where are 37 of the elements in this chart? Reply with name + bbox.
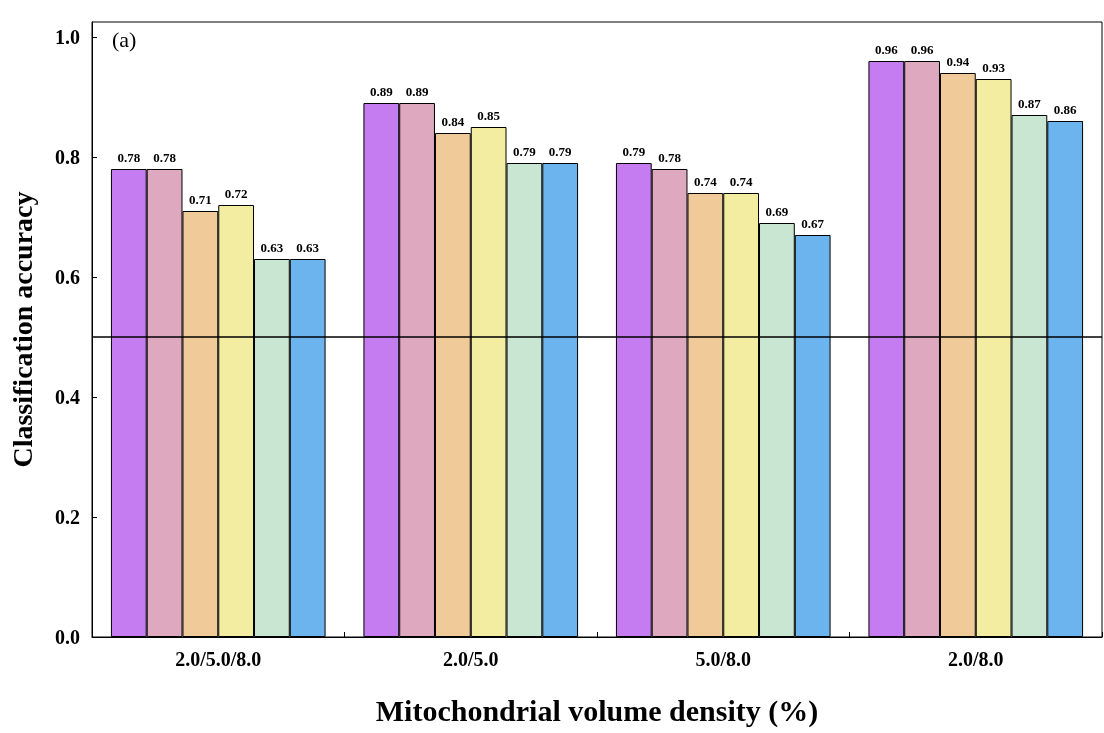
data-label: 0.72 <box>224 186 248 201</box>
data-label: 0.84 <box>441 114 465 129</box>
x-axis-title: Mitochondrial volume density (%) <box>375 693 819 728</box>
data-label: 0.89 <box>369 84 394 99</box>
data-label: 0.79 <box>622 144 646 159</box>
x-tick-label: 2.0/5.0/8.0 <box>175 648 262 670</box>
y-tick-label: 0.8 <box>55 146 80 168</box>
x-tick-label: 2.0/5.0 <box>442 648 499 670</box>
data-label: 0.78 <box>658 150 682 165</box>
annotation: (a) <box>112 26 137 52</box>
data-label: 0.85 <box>477 108 501 123</box>
data-label: 0.94 <box>946 54 970 69</box>
data-label: 0.78 <box>117 150 141 165</box>
data-label: 0.89 <box>405 84 429 99</box>
y-tick-label: 0.0 <box>55 626 80 648</box>
data-label: 0.96 <box>874 42 899 57</box>
y-tick-label: 0.4 <box>55 386 80 408</box>
data-label: 0.79 <box>548 144 573 159</box>
data-label: 0.63 <box>296 240 320 255</box>
y-axis-title: Classification accuracy <box>6 191 38 468</box>
data-label: 0.71 <box>188 192 212 207</box>
y-tick-label: 0.6 <box>55 266 80 288</box>
y-tick-label: 0.2 <box>55 506 80 528</box>
data-label: 0.86 <box>1053 102 1078 117</box>
data-label: 0.78 <box>153 150 177 165</box>
x-tick-label: 5.0/8.0 <box>695 648 752 670</box>
data-label: 0.69 <box>765 204 789 219</box>
data-label: 0.87 <box>1018 96 1042 111</box>
data-label: 0.93 <box>982 60 1006 75</box>
data-label: 0.96 <box>910 42 934 57</box>
y-tick-label: 1.0 <box>55 26 80 48</box>
data-label: 0.79 <box>513 144 537 159</box>
x-tick-label: 2.0/8.0 <box>947 648 1004 670</box>
data-label: 0.74 <box>729 174 754 189</box>
data-label: 0.67 <box>801 216 825 231</box>
data-label: 0.74 <box>693 174 718 189</box>
data-label: 0.63 <box>260 240 284 255</box>
